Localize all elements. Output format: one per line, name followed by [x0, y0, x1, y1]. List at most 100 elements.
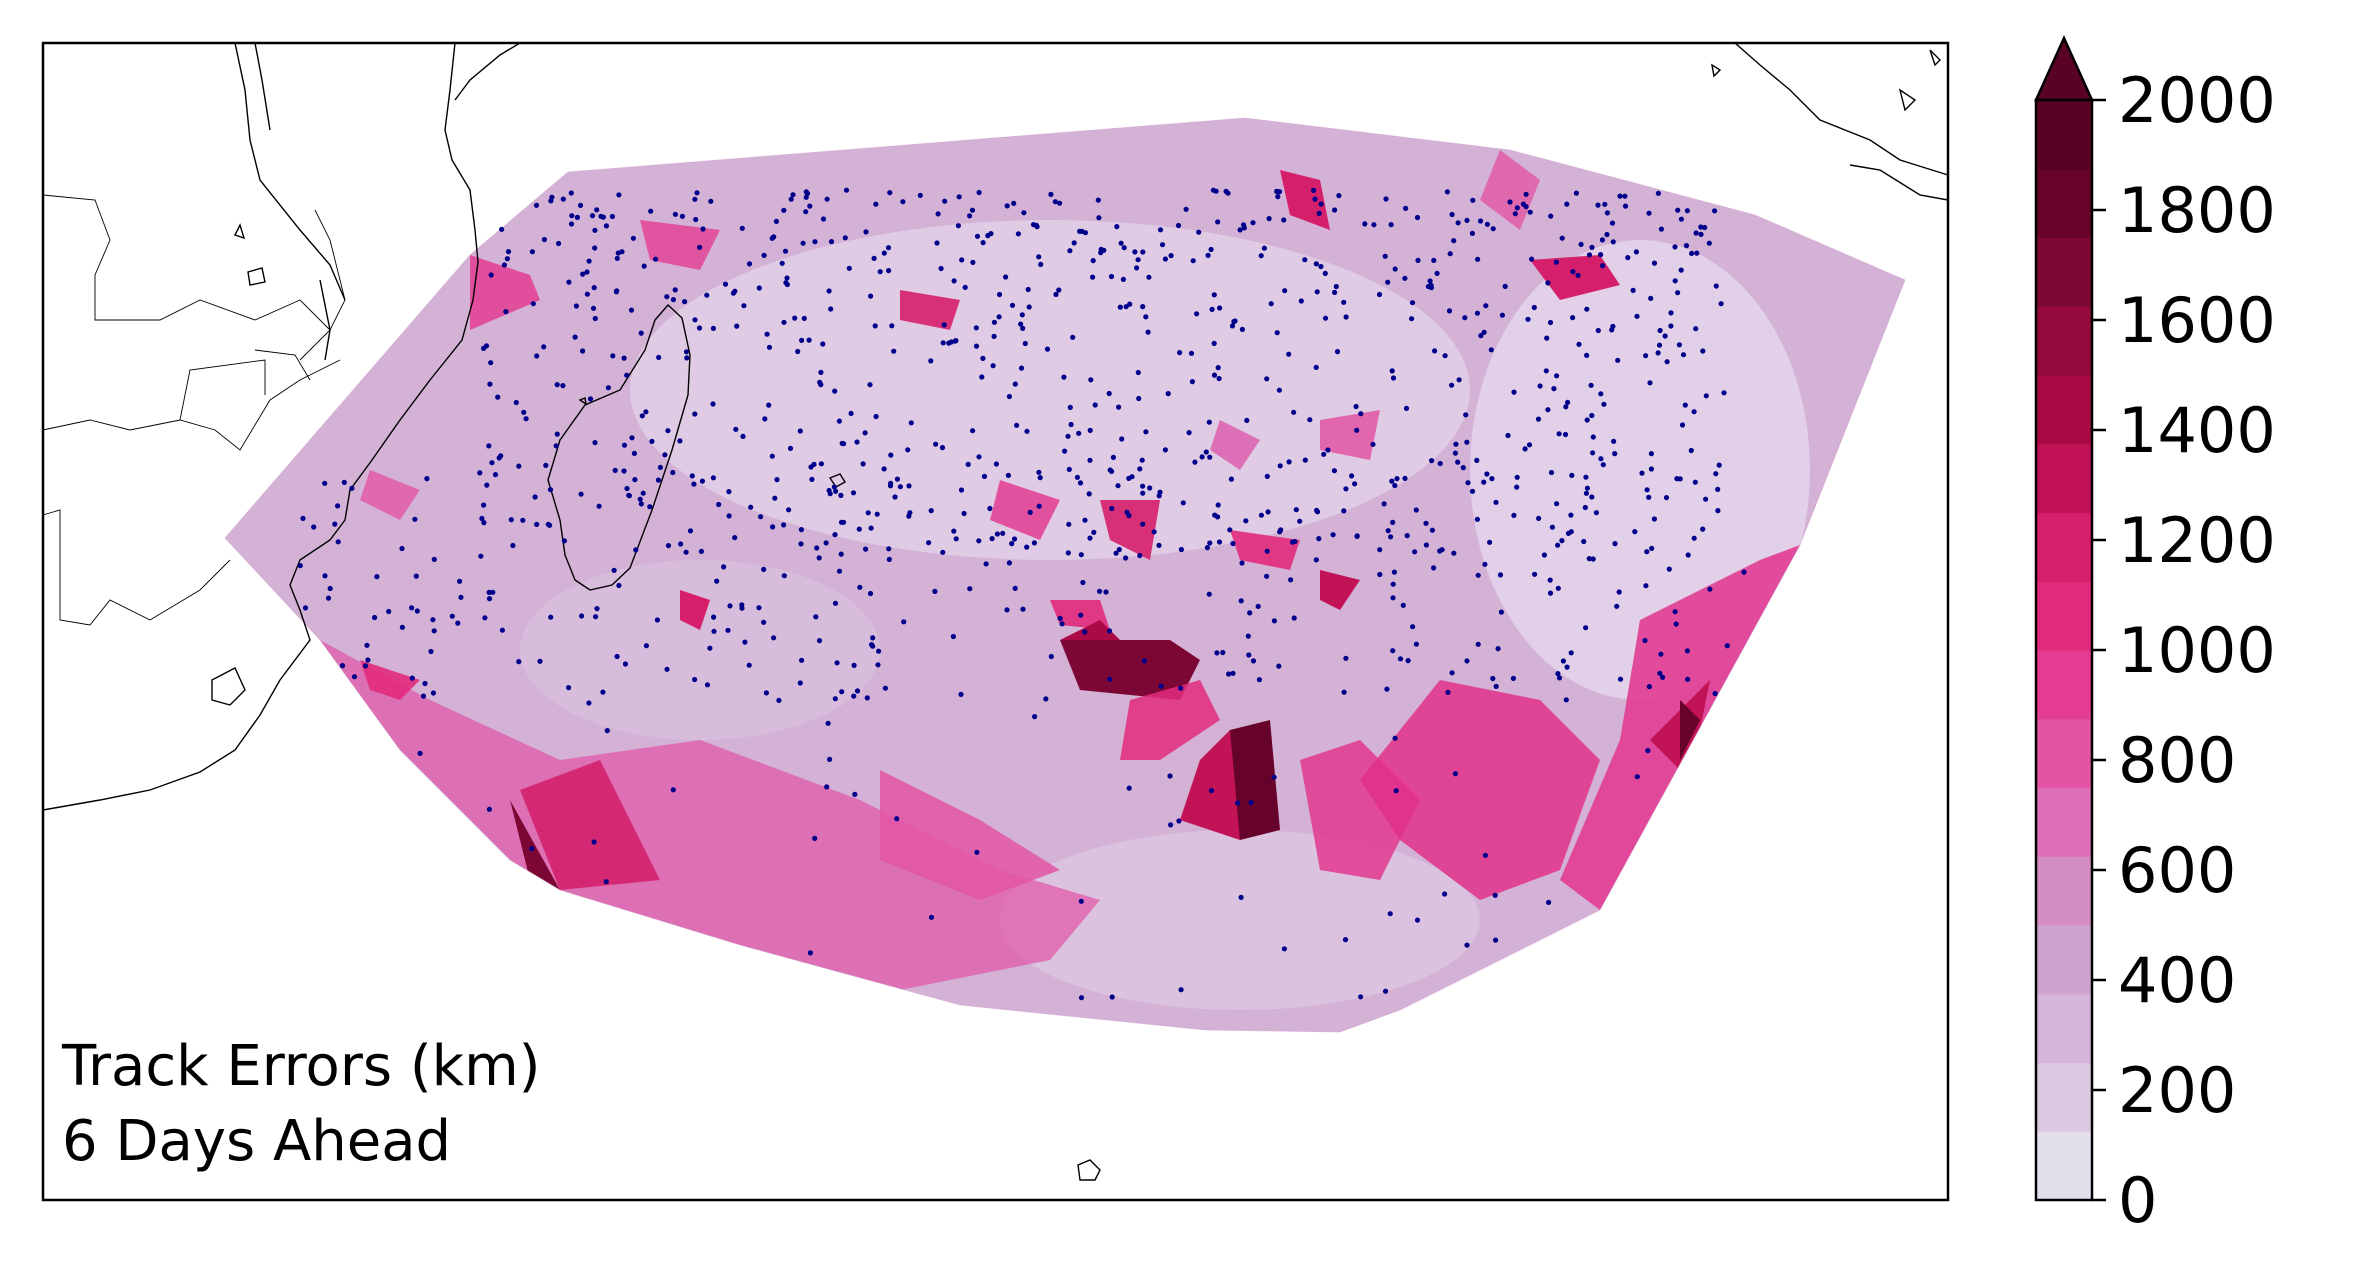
track-point — [1140, 304, 1146, 310]
track-point — [1392, 735, 1398, 741]
track-point — [1207, 540, 1213, 546]
track-point — [1532, 571, 1538, 577]
track-point — [1353, 403, 1359, 410]
track-point — [335, 539, 341, 545]
track-point — [609, 213, 616, 220]
track-point — [774, 477, 780, 483]
track-point — [486, 806, 492, 812]
track-point — [846, 265, 852, 271]
track-point — [580, 271, 586, 277]
track-point — [1644, 487, 1650, 493]
track-point — [1676, 342, 1682, 348]
track-point — [710, 325, 717, 331]
track-point — [772, 495, 778, 501]
track-point — [566, 685, 572, 691]
track-point — [1470, 197, 1476, 203]
track-point — [692, 411, 698, 417]
track-point — [612, 467, 618, 473]
track-point — [1230, 670, 1236, 676]
track-point — [592, 245, 598, 251]
track-point — [1371, 222, 1377, 228]
track-point — [1313, 557, 1319, 563]
track-point — [1489, 476, 1495, 482]
track-point — [1583, 474, 1589, 480]
track-point — [422, 680, 428, 687]
track-point — [548, 614, 554, 620]
track-point — [808, 464, 814, 470]
track-point — [714, 578, 720, 584]
track-point — [836, 568, 843, 574]
track-point — [1394, 476, 1400, 482]
track-point — [1583, 490, 1589, 496]
track-point — [1447, 251, 1453, 257]
track-point — [813, 614, 819, 620]
colorbar-segment — [2036, 443, 2092, 514]
colorbar-segment — [2036, 237, 2092, 307]
track-point — [787, 445, 794, 451]
track-point — [1078, 995, 1085, 1001]
track-point — [1403, 405, 1410, 411]
track-point — [973, 343, 980, 349]
track-point — [600, 214, 606, 220]
track-point — [1612, 541, 1618, 547]
track-point — [773, 218, 780, 224]
track-point — [973, 325, 979, 331]
track-point — [894, 476, 901, 482]
track-point — [1563, 697, 1569, 703]
track-point — [941, 322, 947, 328]
track-point — [781, 522, 787, 528]
track-point — [1675, 207, 1681, 213]
track-point — [516, 463, 522, 469]
track-point — [1228, 476, 1234, 482]
track-point — [839, 440, 845, 446]
track-point — [499, 226, 505, 232]
track-point — [1390, 648, 1396, 654]
track-point — [1647, 380, 1653, 386]
track-point — [592, 227, 598, 233]
track-point — [1370, 441, 1376, 447]
track-point — [781, 319, 787, 325]
track-point — [1588, 382, 1594, 388]
track-point — [1437, 460, 1443, 467]
track-point — [1027, 509, 1033, 515]
track-point — [1429, 527, 1435, 533]
colorbar-tick-label: 1200 — [2118, 504, 2276, 577]
track-point — [1465, 480, 1471, 486]
track-point — [1645, 748, 1651, 754]
track-point — [614, 288, 620, 294]
track-point — [1568, 529, 1574, 535]
track-point — [1545, 407, 1551, 413]
track-point — [541, 236, 548, 243]
track-point — [1241, 225, 1247, 231]
track-point — [1057, 615, 1063, 622]
track-point — [697, 244, 703, 250]
track-point — [989, 536, 995, 542]
track-point — [1599, 237, 1605, 243]
track-point — [1189, 379, 1195, 385]
colorbar-tick-label: 1800 — [2118, 174, 2276, 247]
track-point — [1177, 350, 1183, 356]
track-point — [1598, 252, 1604, 258]
track-point — [1451, 238, 1457, 244]
track-point — [1061, 374, 1067, 380]
track-point — [1018, 365, 1025, 371]
track-point — [818, 369, 824, 375]
track-point — [700, 226, 706, 232]
track-point — [851, 693, 857, 699]
map-panel: Track Errors (km) 6 Days Ahead — [41, 41, 1950, 1202]
track-point — [974, 233, 981, 239]
track-point — [940, 549, 946, 555]
track-point — [1490, 675, 1496, 682]
track-error-contour-field — [225, 118, 1905, 1032]
track-point — [1721, 390, 1727, 396]
track-point — [939, 445, 946, 451]
track-point — [654, 617, 661, 623]
track-point — [1119, 436, 1125, 442]
track-point — [788, 196, 794, 202]
track-point — [1643, 353, 1649, 359]
track-points — [297, 187, 1747, 1001]
track-point — [624, 372, 630, 378]
track-point — [1135, 257, 1141, 263]
track-point — [1703, 393, 1709, 399]
track-point — [554, 431, 560, 437]
